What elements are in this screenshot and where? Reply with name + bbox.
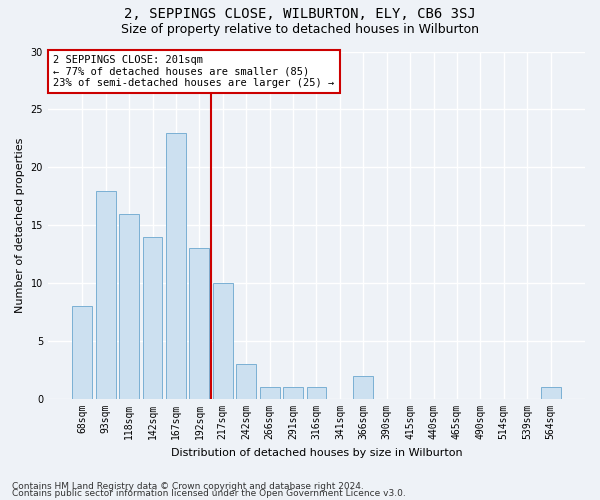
Bar xyxy=(353,376,373,399)
Bar xyxy=(260,388,280,399)
Text: 2, SEPPINGS CLOSE, WILBURTON, ELY, CB6 3SJ: 2, SEPPINGS CLOSE, WILBURTON, ELY, CB6 3… xyxy=(124,8,476,22)
Bar xyxy=(73,306,92,399)
Bar xyxy=(283,388,303,399)
Bar xyxy=(190,248,209,399)
Text: 2 SEPPINGS CLOSE: 201sqm
← 77% of detached houses are smaller (85)
23% of semi-d: 2 SEPPINGS CLOSE: 201sqm ← 77% of detach… xyxy=(53,55,335,88)
Bar xyxy=(119,214,139,399)
Text: Contains public sector information licensed under the Open Government Licence v3: Contains public sector information licen… xyxy=(12,490,406,498)
Bar xyxy=(541,388,560,399)
Y-axis label: Number of detached properties: Number of detached properties xyxy=(15,138,25,313)
Bar xyxy=(307,388,326,399)
Text: Contains HM Land Registry data © Crown copyright and database right 2024.: Contains HM Land Registry data © Crown c… xyxy=(12,482,364,491)
Bar xyxy=(236,364,256,399)
Bar xyxy=(213,283,233,399)
Bar xyxy=(166,132,186,399)
Bar xyxy=(96,190,116,399)
Bar xyxy=(143,237,163,399)
X-axis label: Distribution of detached houses by size in Wilburton: Distribution of detached houses by size … xyxy=(170,448,462,458)
Text: Size of property relative to detached houses in Wilburton: Size of property relative to detached ho… xyxy=(121,22,479,36)
